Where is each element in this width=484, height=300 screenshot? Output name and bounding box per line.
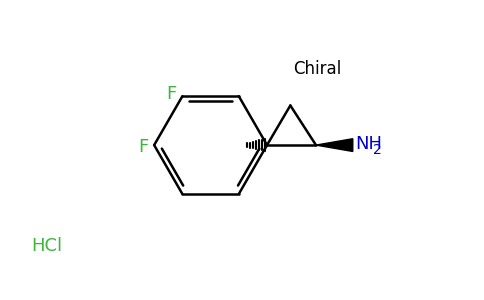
Text: 2: 2 [373,143,382,157]
Text: F: F [166,85,177,103]
Text: NH: NH [355,135,382,153]
Text: HCl: HCl [31,237,62,255]
Polygon shape [316,139,353,152]
Text: F: F [138,138,148,156]
Text: Chiral: Chiral [293,60,341,78]
